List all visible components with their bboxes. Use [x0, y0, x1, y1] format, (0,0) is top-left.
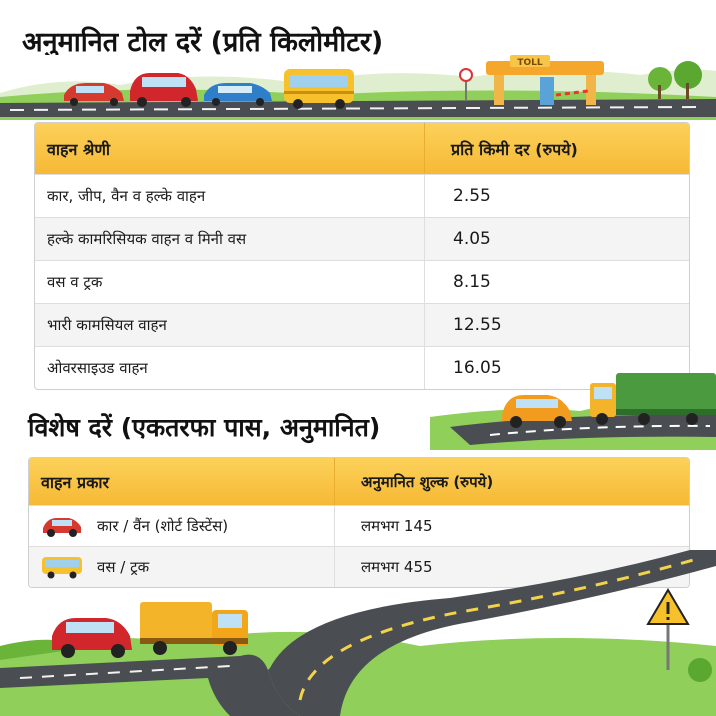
table-row: कार, जीप, वैन व हल्के वाहन 2.55	[35, 174, 689, 217]
header-estimated-fee: अनुमानित शुल्क (रुपये)	[361, 472, 494, 491]
red-car-icon	[64, 83, 124, 106]
toll-road-illustration: TOLL	[0, 55, 716, 120]
vehicle-category: कार, जीप, वैन व हल्के वाहन	[35, 175, 425, 217]
table-row: ओवरसाइउड वाहन 16.05	[35, 346, 689, 389]
orange-car-icon	[502, 395, 572, 428]
table-row: भारी कामसियल वाहन 12.55	[35, 303, 689, 346]
table-row: कार / वैंन (शोर्ट डिस्टेंस) लमभग 145	[29, 505, 689, 546]
red-car-icon	[52, 618, 132, 658]
vehicle-category: वस व ट्रक	[35, 261, 425, 303]
fee-value: लमभग 455	[361, 558, 433, 576]
header-vehicle-category: वाहन श्रेणी	[35, 123, 425, 174]
winding-road-illustration	[0, 550, 716, 716]
vehicle-category: भारी कामसियल वाहन	[35, 304, 425, 346]
special-rates-title: विशेष दरें (एकतरफा पास, अनुमानित)	[28, 413, 381, 442]
yellow-truck-icon	[140, 602, 248, 655]
rate-value: 4.05	[453, 229, 491, 249]
highway-illustration	[430, 373, 716, 450]
header-vehicle-type: वाहन प्रकार	[29, 458, 335, 505]
vehicle-type-cell: कार / वैंन (शोर्ट डिस्टेंस)	[29, 506, 335, 546]
vehicle-type: कार / वैंन (शोर्ट डिस्टेंस)	[97, 517, 229, 535]
blue-car-icon	[204, 83, 272, 106]
rate-value: 8.15	[453, 272, 491, 292]
vehicle-category: ओवरसाइउड वाहन	[35, 347, 425, 389]
yellow-bus-icon	[42, 557, 82, 579]
table-row: वस व ट्रक 8.15	[35, 260, 689, 303]
table-row: हल्के कामरिसियक वाहन व मिनी वस 4.05	[35, 217, 689, 260]
header-rate-per-km: प्रति किमी दर (रुपये)	[451, 139, 578, 159]
vehicle-type: वस / ट्रक	[97, 558, 150, 576]
fee-value: लमभग 145	[361, 517, 433, 535]
special-table-header: वाहन प्रकार अनुमानित शुल्क (रुपये)	[29, 458, 689, 505]
warning-sign-icon	[646, 588, 690, 670]
red-car-icon	[43, 518, 81, 537]
vehicle-type-cell: वस / ट्रक	[29, 547, 335, 587]
rate-value: 16.05	[453, 358, 502, 378]
toll-plaza-icon: TOLL	[486, 55, 604, 105]
rate-value: 2.55	[453, 186, 491, 206]
rate-value: 12.55	[453, 315, 502, 335]
vehicle-category: हल्के कामरिसियक वाहन व मिनी वस	[35, 218, 425, 260]
yellow-bus-icon	[284, 69, 354, 109]
page-title: अनुमानित टोल दरें (प्रति किलोमीटर)	[22, 27, 384, 58]
rate-table-header: वाहन श्रेणी प्रति किमी दर (रुपये)	[35, 123, 689, 174]
toll-sign-text: TOLL	[517, 58, 543, 68]
green-truck-icon	[590, 373, 716, 425]
rate-table: वाहन श्रेणी प्रति किमी दर (रुपये) कार, ज…	[34, 122, 690, 390]
special-rates-table: वाहन प्रकार अनुमानित शुल्क (रुपये) कार /…	[28, 457, 690, 588]
red-suv-icon	[130, 73, 198, 107]
